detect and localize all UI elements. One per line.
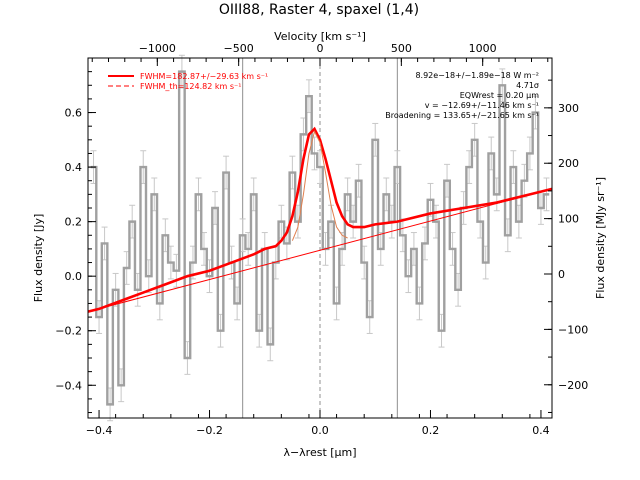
x-tick-label: 0.2 (422, 424, 440, 437)
legend-item: FWHM_th=124.82 km s⁻¹ (108, 82, 241, 91)
x-tick-label: 0.4 (532, 424, 550, 437)
y-tick-label: 0.4 (65, 161, 83, 174)
series-continuum (87, 188, 553, 313)
y-tick-label: −0.2 (55, 325, 82, 338)
x-axis-label: λ−λrest [μm] (283, 446, 356, 459)
y-tick-label: 0.2 (65, 216, 83, 229)
y-axis-label-right: Flux density [MJy sr⁻¹] (594, 177, 607, 299)
top-tick-label: 0 (317, 42, 324, 55)
right-tick-label: 300 (558, 102, 579, 115)
right-tick-label: 100 (558, 213, 579, 226)
legend-label: FWHM_th=124.82 km s⁻¹ (140, 82, 241, 91)
y-axis-label-left: Flux density [Jy] (32, 214, 45, 303)
legend-label: FWHM=182.87+/−29.63 km s⁻¹ (140, 72, 268, 81)
series-line_th (291, 130, 348, 241)
right-tick-label: 200 (558, 157, 579, 170)
x-tick-label: −0.4 (86, 424, 113, 437)
data-series (90, 70, 550, 406)
fit-annotation: EQWrest = 0.20 μm (460, 91, 539, 100)
y-tick-label: 0.6 (65, 107, 83, 120)
y-tick-label: 0.0 (65, 270, 83, 283)
x-tick-label: 0.0 (311, 424, 329, 437)
top-tick-label: −1000 (139, 42, 176, 55)
x-tick-label: −0.2 (196, 424, 223, 437)
right-tick-label: −100 (558, 323, 588, 336)
top-tick-label: −500 (224, 42, 254, 55)
fit-annotation: Broadening = 133.65+/−21.65 km s⁻¹ (385, 111, 539, 120)
top-axis-label: Velocity [km s⁻¹] (274, 30, 366, 43)
right-tick-label: −200 (558, 379, 588, 392)
y-tick-label: −0.4 (55, 379, 82, 392)
fit-annotation: 8.92e−18+/−1.89e−18 W m⁻² (415, 71, 539, 80)
right-tick-label: 0 (558, 268, 565, 281)
fit-annotation: 4.71σ (516, 81, 539, 90)
chart-title: OIII88, Raster 4, spaxel (1,4) (219, 2, 419, 18)
series-fit (87, 126, 553, 313)
legend-item: FWHM=182.87+/−29.63 km s⁻¹ (108, 72, 268, 81)
top-tick-label: 1000 (469, 42, 497, 55)
top-tick-label: 500 (391, 42, 412, 55)
fit-annotation: v = −12.69+/−11.46 km s⁻¹ (425, 101, 539, 110)
